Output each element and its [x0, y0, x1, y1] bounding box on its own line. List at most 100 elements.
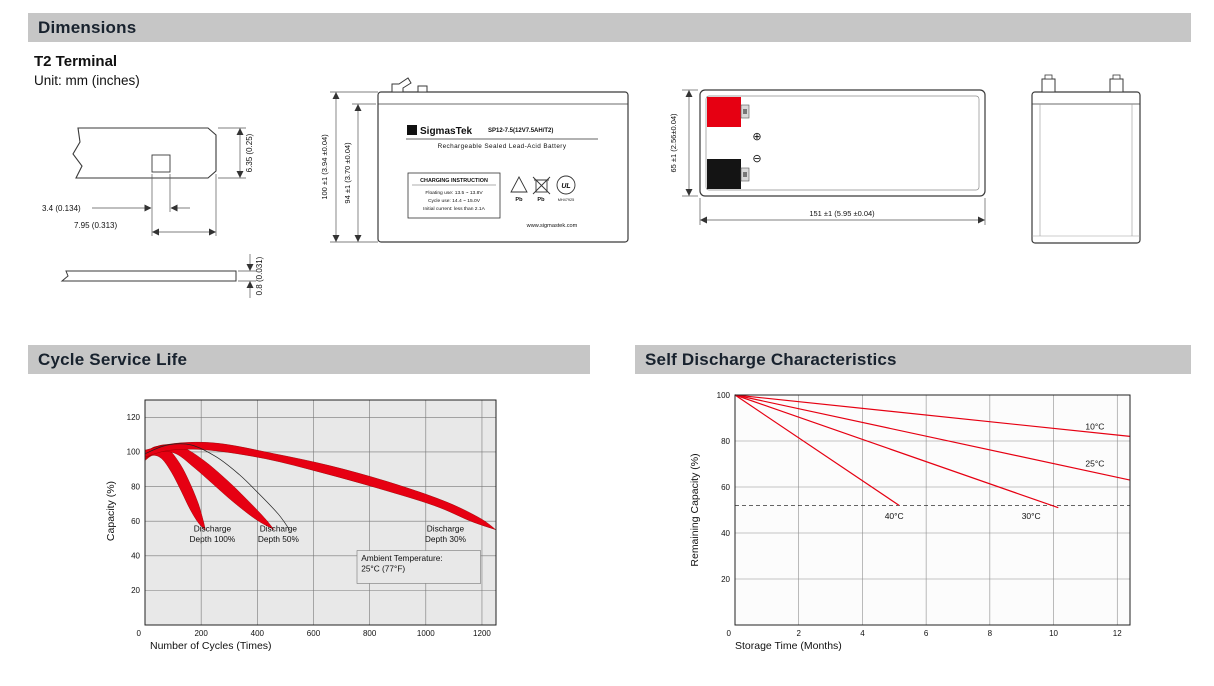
charging-instruction-box — [407, 172, 501, 219]
brand-logo-icon — [407, 125, 417, 135]
series-line-10C — [734, 394, 1131, 437]
self-discharge-chart: 10°C 25°C 30°C 40°C 20 40 60 80 100 0 2 4 6 8 10 12 Stor… — [689, 391, 1131, 652]
dimensions-header-bar: Dimensions — [28, 13, 1191, 42]
plot-area — [735, 395, 1130, 625]
band-discharge-depth-50 — [144, 444, 275, 530]
terminal-subheader: T2 Terminal Unit: mm (inches) — [34, 53, 140, 88]
positive-terminal-block — [707, 97, 750, 127]
website: www.sigmastek.com — [526, 223, 578, 229]
brand-logo-sigma: Σ — [410, 126, 415, 135]
dim-case-height: 94 ±1 (3.70 ±0.04) — [343, 142, 352, 204]
chart-annotation: Discharge — [427, 524, 465, 534]
battery-end-view-drawing — [1031, 74, 1141, 244]
y-tick-label: 60 — [131, 517, 140, 526]
terminal-type-title: T2 Terminal — [34, 53, 118, 70]
series-label-30C: 30°C — [1022, 511, 1041, 521]
y-tick-label: 20 — [721, 575, 730, 584]
series-label-25C: 25°C — [1085, 458, 1104, 468]
ul-code: MH47925 — [558, 198, 574, 202]
chart-annotation: Ambient Temperature: — [361, 553, 442, 563]
x-tick-label: 2 — [796, 629, 801, 638]
terminal-detail-drawing: 3.4 (0.134) 7.95 (0.313) 6.35 (0.25) 0.8… — [42, 127, 264, 298]
top-view-inner-edge — [705, 95, 980, 191]
self-discharge-title: Self Discharge Characteristics — [645, 349, 897, 369]
end-terminal-left-icon — [1041, 78, 1056, 93]
battery-subtitle: Rechargeable Sealed Lead-Acid Battery — [438, 143, 567, 150]
y-tick-label: 20 — [131, 586, 140, 595]
y-tick-label: 120 — [127, 413, 141, 422]
ul-mark-text: UL — [561, 183, 570, 190]
end-view-outline — [1031, 74, 1141, 244]
chart-annotation: Discharge — [194, 524, 232, 534]
y-tick-label: 80 — [721, 437, 730, 446]
dim-body-width: 65 ±1 (2.56±0.04) — [669, 113, 678, 173]
x-tick-label: 0 — [727, 629, 732, 638]
x-axis-label: Number of Cycles (Times) — [150, 640, 272, 652]
chart-annotation: 25°C (77°F) — [361, 563, 405, 573]
top-dimension-lines — [682, 89, 986, 225]
charging-line-2: Cycle use: 14.4 ~ 15.0V — [428, 198, 481, 204]
x-tick-label: 1000 — [417, 629, 435, 638]
series-line-25C — [734, 394, 1131, 481]
y-tick-label: 40 — [721, 529, 730, 538]
x-tick-label: 800 — [363, 629, 377, 638]
negative-terminal-block — [707, 159, 750, 189]
battery-front-view-drawing: Σ SigmasTek SP12-7.5(12V7.5AH/T2) Rechar… — [320, 77, 629, 243]
outline-curve — [144, 443, 290, 531]
front-terminal-2-icon — [417, 85, 428, 93]
x-tick-label: 200 — [194, 629, 208, 638]
x-tick-label: 4 — [860, 629, 865, 638]
chart-annotation: Depth 100% — [190, 534, 236, 544]
battery-front-outline — [377, 77, 629, 243]
top-view-outline — [699, 89, 986, 197]
cycle-service-life-header-bar: Cycle Service Life — [28, 345, 590, 374]
chart-annotation: Depth 50% — [258, 534, 300, 544]
y-tick-label: 40 — [131, 552, 140, 561]
series-label-40C: 40°C — [885, 511, 904, 521]
series-label-10C: 10°C — [1085, 422, 1104, 432]
battery-label: Σ SigmasTek SP12-7.5(12V7.5AH/T2) Rechar… — [406, 125, 598, 229]
charging-line-1: Floating use: 13.5 ~ 13.8V — [425, 190, 483, 196]
y-tick-label: 80 — [131, 482, 140, 491]
self-discharge-header-bar: Self Discharge Characteristics — [635, 345, 1191, 374]
dim-hole-width: 3.4 (0.134) — [42, 204, 81, 213]
front-dimension-lines — [330, 91, 378, 243]
dim-body-length: 151 ±1 (5.95 ±0.04) — [809, 209, 875, 218]
y-tick-label: 60 — [721, 483, 730, 492]
x-tick-label: 600 — [307, 629, 321, 638]
chart-annotation: Discharge — [260, 524, 298, 534]
charging-line-3: Initial current: less than 2.1A — [423, 206, 485, 212]
charging-title: CHARGING INSTRUCTION — [420, 178, 488, 184]
x-tick-label: 0 — [137, 629, 142, 638]
plot-area — [145, 400, 496, 625]
positive-symbol: ⊕ — [752, 131, 761, 143]
y-tick-label: 100 — [717, 391, 731, 400]
y-axis-label: Remaining Capacity (%) — [689, 453, 701, 566]
pb-recycle-icon — [510, 176, 528, 193]
x-tick-label: 10 — [1049, 629, 1058, 638]
battery-top-view-drawing: ⊕ ⊖ 65 ±1 (2.56±0.04) 151 ±1 (5.95 ±0.04… — [669, 89, 986, 225]
cycle-service-life-title: Cycle Service Life — [38, 349, 188, 369]
dim-plate-thickness: 0.8 (0.031) — [255, 256, 264, 295]
plot-border — [144, 399, 497, 626]
negative-symbol: ⊖ — [752, 153, 761, 165]
x-tick-label: 12 — [1113, 629, 1122, 638]
plot-border — [734, 394, 1131, 626]
series-line-30C — [734, 394, 1059, 509]
x-tick-label: 8 — [988, 629, 993, 638]
terminal-tab-outline — [72, 127, 217, 179]
x-tick-label: 1200 — [473, 629, 491, 638]
front-terminal-tab-icon — [391, 77, 412, 93]
x-tick-label: 400 — [251, 629, 265, 638]
terminal-dimension-lines — [92, 127, 256, 298]
pb-trash-label: Pb — [537, 197, 545, 203]
annotation-box — [356, 550, 481, 584]
x-tick-label: 6 — [924, 629, 929, 638]
unit-note: Unit: mm (inches) — [34, 73, 140, 88]
pb-recycle-label: Pb — [515, 197, 523, 203]
pb-trash-icon — [532, 176, 551, 195]
terminal-plate-outline — [60, 270, 237, 282]
dimensions-title: Dimensions — [38, 17, 137, 37]
model-number: SP12-7.5(12V7.5AH/T2) — [488, 128, 553, 134]
